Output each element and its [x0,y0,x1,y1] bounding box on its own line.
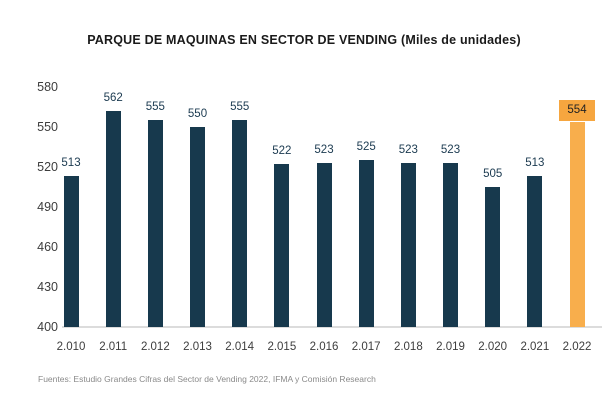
x-tick-label: 2.010 [56,341,86,353]
bar [400,163,416,327]
bar [63,176,79,327]
bar [316,163,332,327]
chart-title: PARQUE DE MAQUINAS EN SECTOR DE VENDING … [87,33,521,47]
x-tick-label: 2.012 [140,341,170,353]
x-axis-line [62,326,602,328]
bar-value-label: 562 [103,92,123,104]
x-tick-label: 2.019 [436,341,465,353]
y-tick-label: 490 [37,200,58,214]
bar-value-label: 505 [483,168,503,180]
x-tick-label: 2.014 [225,341,255,353]
bar [527,176,543,327]
bar-value-label: 525 [356,141,376,154]
x-tick-label: 2.016 [309,341,339,353]
bar-value-label: 522 [272,145,292,158]
bar-value-label: 555 [145,101,165,114]
bar [190,127,205,327]
x-tick-label: 2.018 [393,341,423,353]
bar-value-label: 523 [440,144,461,156]
x-tick-label: 2.022 [562,341,592,353]
bar-value-label: 550 [187,108,208,120]
y-tick-label: 520 [37,160,58,174]
y-tick-label: 460 [37,240,58,254]
bar [443,163,458,327]
x-tick-label: 2.017 [351,341,381,353]
x-tick-label: 2.015 [267,341,297,353]
y-tick-label: 400 [37,320,58,334]
bar-value-label: 555 [230,101,250,114]
bar-value-label: 523 [314,144,334,156]
bar-value-label: 523 [398,144,418,156]
x-tick-label: 2.021 [520,341,550,353]
y-tick-label: 430 [37,280,58,294]
y-tick-label: 580 [37,80,58,94]
bar-value-label: 513 [61,157,81,170]
bar [274,164,290,327]
bar [232,120,248,327]
y-tick-label: 550 [37,120,58,134]
x-tick-label: 2.011 [99,341,128,353]
bar-highlighted [569,121,585,327]
source-note: Fuentes: Estudio Grandes Cifras del Sect… [38,374,376,384]
bar-value-label: 513 [525,157,545,170]
x-tick-label: 2.013 [183,341,212,353]
bar [147,120,163,327]
bar [485,187,501,327]
x-tick-label: 2.020 [478,341,508,353]
bar-value-label-highlighted: 554 [559,99,595,121]
bar [105,111,121,327]
bar [358,160,374,327]
